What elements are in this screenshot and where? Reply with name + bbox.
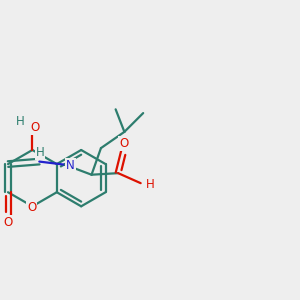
- Text: H: H: [16, 115, 25, 128]
- Text: O: O: [27, 201, 36, 214]
- Text: N: N: [66, 159, 75, 172]
- Text: O: O: [30, 121, 40, 134]
- Text: H: H: [36, 146, 44, 159]
- Text: O: O: [3, 216, 13, 229]
- Text: H: H: [146, 178, 154, 191]
- Text: O: O: [119, 137, 128, 150]
